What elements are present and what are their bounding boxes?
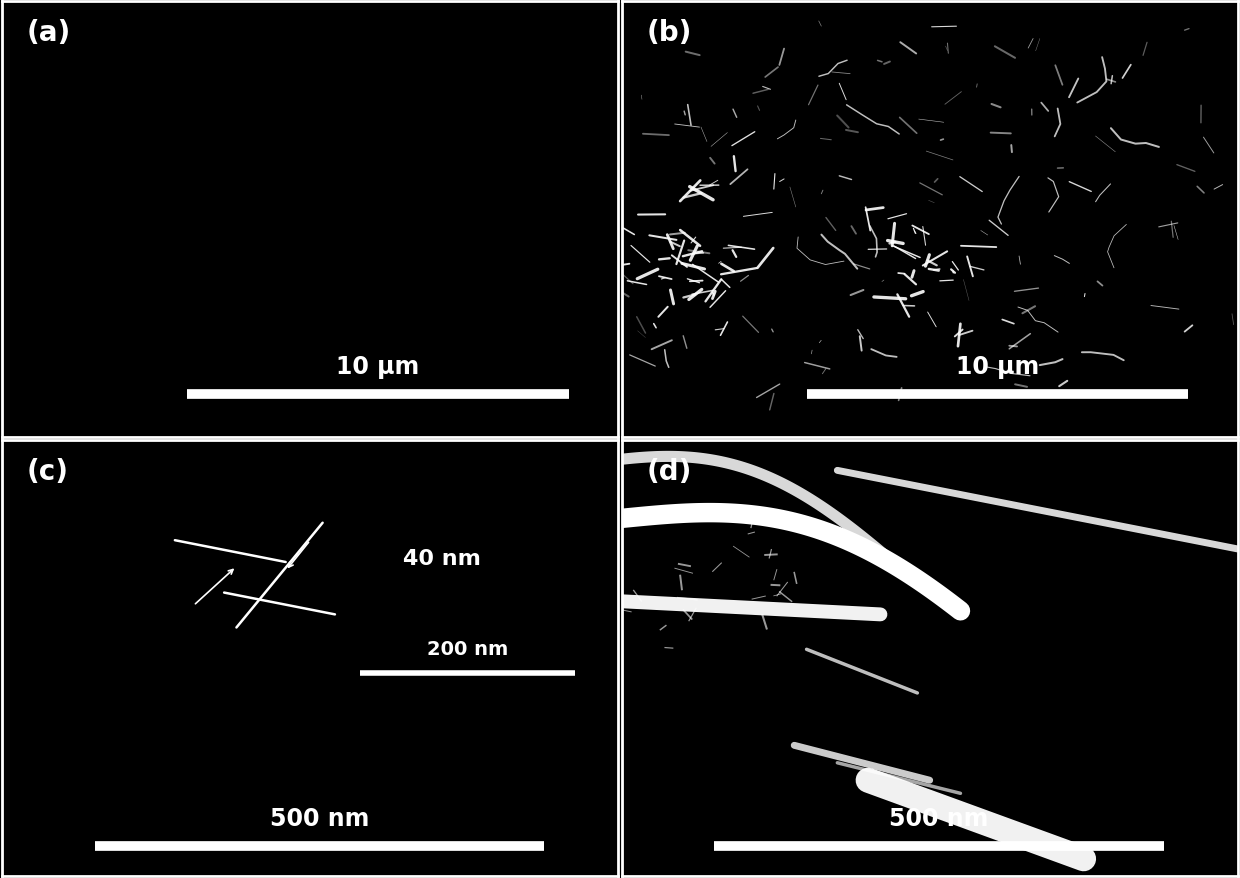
Text: 10 μm: 10 μm xyxy=(336,355,419,378)
Text: 200 nm: 200 nm xyxy=(427,639,508,658)
Text: 10 μm: 10 μm xyxy=(956,355,1039,378)
Text: (a): (a) xyxy=(27,19,72,47)
Text: 500 nm: 500 nm xyxy=(889,807,988,831)
Text: (d): (d) xyxy=(646,457,692,486)
Text: 40 nm: 40 nm xyxy=(403,548,481,568)
Text: (b): (b) xyxy=(646,19,692,47)
Text: 500 nm: 500 nm xyxy=(270,807,370,831)
Text: (c): (c) xyxy=(27,457,69,486)
